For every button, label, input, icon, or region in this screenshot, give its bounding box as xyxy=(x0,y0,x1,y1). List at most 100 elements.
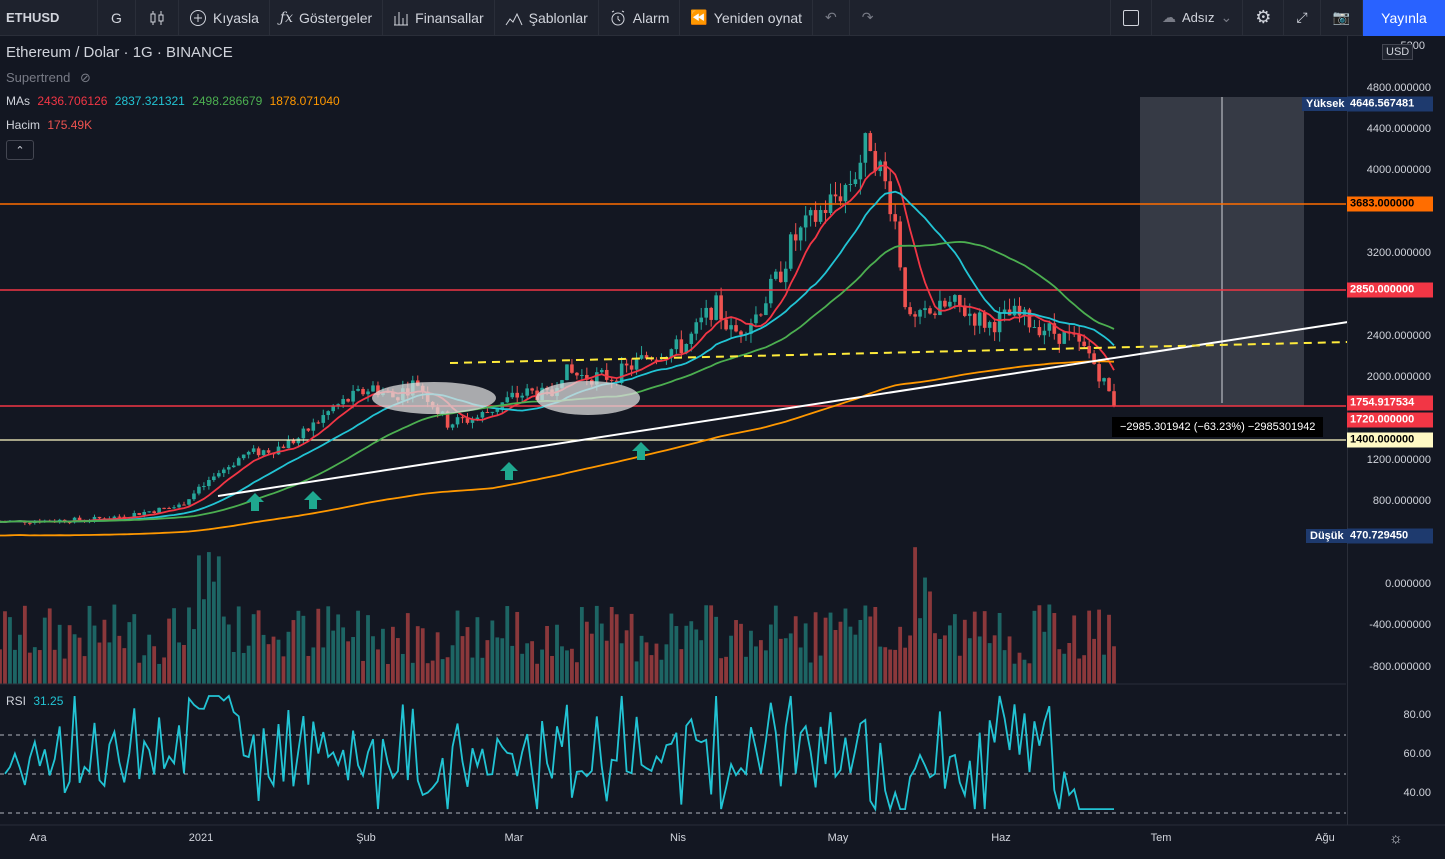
supertrend-row[interactable]: Supertrend ⊘ xyxy=(6,70,91,86)
settings-button[interactable]: ⚙ xyxy=(1243,0,1285,36)
rsi-tick-40: 40.00 xyxy=(1403,787,1431,799)
publish-button[interactable]: Yayınla xyxy=(1363,0,1445,36)
volume-bar xyxy=(62,658,67,684)
replay-button[interactable]: ⏪ Yeniden oynat xyxy=(680,0,814,36)
price-range-measure: −2985.301942 (−63.23%) −2985301942 xyxy=(1112,417,1324,437)
candle-body xyxy=(684,343,689,354)
candle-body xyxy=(570,364,574,373)
candle-body xyxy=(480,412,485,418)
currency-button[interactable]: USD xyxy=(1382,44,1414,60)
volume-bar xyxy=(744,656,748,684)
volume-bar xyxy=(903,647,908,684)
candle-body xyxy=(818,210,823,222)
volume-bar xyxy=(480,657,485,684)
volume-bar xyxy=(918,618,922,684)
templates-button[interactable]: Şablonlar xyxy=(495,0,599,36)
price-chart[interactable] xyxy=(0,36,1445,859)
candle-body xyxy=(699,317,704,323)
consolidation-ellipse-1 xyxy=(372,382,496,414)
ma-legend[interactable]: MAs 2436.706126 2837.321321 2498.286679 … xyxy=(6,94,340,108)
financials-button[interactable]: Finansallar xyxy=(383,0,495,36)
candle-body xyxy=(604,369,609,380)
volume-bar xyxy=(515,611,520,684)
candle-body xyxy=(908,307,912,315)
settings-sun-icon[interactable]: ☼ xyxy=(1389,830,1403,847)
volume-bar xyxy=(410,662,415,684)
volume-bar xyxy=(455,610,460,684)
candle-body xyxy=(445,411,450,428)
compare-button[interactable]: Kıyasla xyxy=(179,0,270,36)
volume-bar xyxy=(1052,613,1057,684)
candle-body xyxy=(192,493,196,500)
level-3683-tag: 3683.000000 xyxy=(1347,196,1433,212)
candle-body xyxy=(1057,333,1062,344)
candle-body xyxy=(291,440,296,444)
volume-bar xyxy=(231,651,236,684)
indicators-button[interactable]: ƒx Göstergeler xyxy=(270,0,384,36)
price-tick-0: 0.000000 xyxy=(1385,578,1431,590)
volume-bar xyxy=(32,647,37,684)
candle-body xyxy=(301,428,306,439)
collapse-legend-button[interactable]: ⌃ xyxy=(6,140,34,160)
volume-bar xyxy=(987,643,992,684)
candle-body xyxy=(654,359,659,361)
volume-bar xyxy=(943,635,947,684)
candle-body xyxy=(316,422,321,424)
volume-bar xyxy=(589,633,594,684)
candle-body xyxy=(351,390,355,402)
alert-label: Alarm xyxy=(632,9,670,26)
layout-name-button[interactable]: ☁ Adsız ⌄ xyxy=(1152,0,1244,36)
candle-body xyxy=(366,391,370,395)
up-arrow-marker-1 xyxy=(246,493,264,511)
volume-bar xyxy=(27,652,32,684)
volume-bar xyxy=(460,636,465,684)
chart-type-button[interactable] xyxy=(136,0,179,36)
candle-body xyxy=(674,339,679,350)
snapshot-button[interactable]: 📷 xyxy=(1321,0,1363,36)
volume-bar xyxy=(256,610,261,684)
volume-legend[interactable]: Hacim 175.49K xyxy=(6,118,92,132)
high-value-tag: 4646.567481 xyxy=(1347,96,1433,112)
volume-bar xyxy=(1037,605,1042,684)
candle-body xyxy=(515,392,520,398)
volume-bar xyxy=(405,613,410,684)
volume-bar xyxy=(525,643,530,684)
layout-select-button[interactable] xyxy=(1109,0,1152,36)
volume-bar xyxy=(848,626,853,684)
eye-hidden-icon[interactable]: ⊘ xyxy=(79,70,91,85)
price-scale[interactable] xyxy=(1347,36,1445,825)
volume-bars xyxy=(0,547,1116,684)
volume-bar xyxy=(699,640,704,684)
symbol-search[interactable]: ETHUSD xyxy=(0,0,98,36)
candle-body xyxy=(236,458,241,466)
candle-body xyxy=(251,448,256,452)
candle-body xyxy=(221,469,226,474)
candle-body xyxy=(246,451,251,455)
low-label: Düşük xyxy=(1306,529,1348,543)
volume-bar xyxy=(962,619,967,684)
volume-bar xyxy=(206,552,211,684)
volume-bar xyxy=(933,633,937,684)
redo-button[interactable]: ↷ xyxy=(850,0,886,36)
volume-bar xyxy=(22,605,27,684)
volume-bar xyxy=(366,615,370,684)
volume-bar xyxy=(72,634,77,684)
candle-body xyxy=(1052,323,1057,334)
rsi-legend[interactable]: RSI 31.25 xyxy=(6,694,63,708)
volume-bar xyxy=(1072,615,1077,684)
candle-body xyxy=(485,412,490,414)
interval-button[interactable]: G xyxy=(98,0,136,36)
candle-body xyxy=(848,184,853,186)
volume-bar xyxy=(356,610,360,684)
candle-body xyxy=(147,511,151,513)
candle-body xyxy=(97,516,102,519)
volume-bar xyxy=(992,635,997,684)
candle-body xyxy=(724,319,728,330)
volume-bar xyxy=(137,662,142,684)
volume-bar xyxy=(982,611,987,684)
undo-button[interactable]: ↶ xyxy=(813,0,850,36)
volume-bar xyxy=(893,649,898,684)
volume-bar xyxy=(913,547,917,684)
fullscreen-button[interactable]: ⤢ xyxy=(1284,0,1321,36)
alert-button[interactable]: Alarm xyxy=(599,0,681,36)
